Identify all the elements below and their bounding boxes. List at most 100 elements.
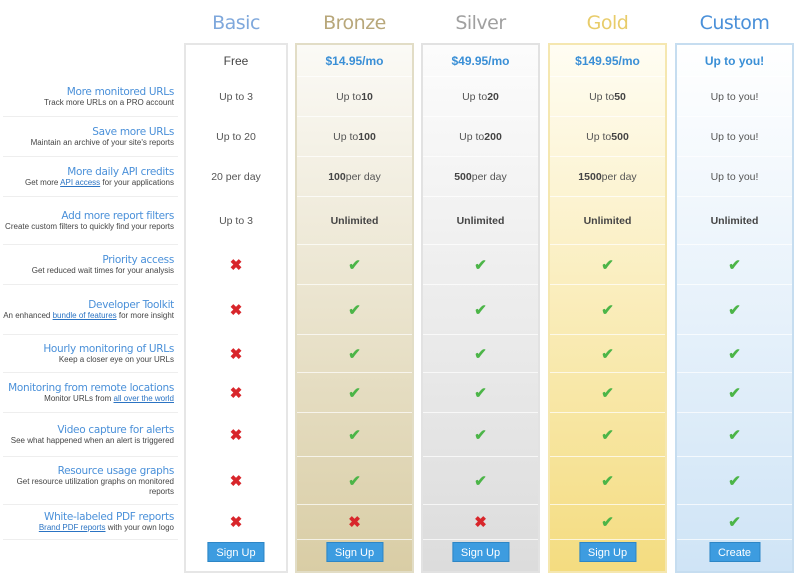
feature-description: Create custom filters to quickly find yo… [3,222,174,232]
create-button-custom[interactable]: Create [708,542,761,562]
sign-up-button-gold[interactable]: Sign Up [578,542,637,562]
feature-cell: ✔ [677,457,792,505]
description-text: Keep a closer eye on your URLs [58,354,174,364]
description-text: with your own logo [105,523,174,532]
value-highlight: Unlimited [583,214,632,227]
feature-cell: Up to 200 [423,117,538,157]
feature-cell: ✔ [297,413,412,457]
description-text: Get resource utilization graphs on monit… [16,476,174,496]
plan-price: $49.95/mo [423,45,538,77]
check-icon: ✔ [348,426,361,444]
feature-description: Get reduced wait times for your analysis [3,266,174,276]
value-text: Up to you! [710,130,759,143]
feature-cell: ✔ [423,335,538,373]
check-icon: ✔ [601,514,614,531]
check-icon: ✔ [474,301,487,319]
check-icon: ✔ [601,472,614,490]
feature-cell: ✔ [297,373,412,413]
value-text: Up to [586,130,612,143]
check-icon: ✔ [474,472,487,490]
feature-cell: Unlimited [423,197,538,245]
feature-link[interactable]: Brand PDF reports [38,523,106,532]
check-icon: ✔ [601,426,614,444]
feature-cell: Up to you! [677,117,792,157]
feature-cell: ✖ [186,413,286,457]
feature-label: Video capture for alerts See what happene… [3,413,178,457]
feature-cell: Up to 3 [186,77,286,117]
sign-up-button-silver[interactable]: Sign Up [451,542,510,562]
plan-price: Free [186,45,286,77]
feature-cell: ✔ [423,285,538,335]
plan-price: $149.95/mo [550,45,665,77]
feature-cell: ✔ [550,373,665,413]
feature-link[interactable]: bundle of features [52,310,117,320]
feature-label: Developer Toolkit An enhanced bundle of f… [3,285,178,335]
value-highlight: 100 [358,130,376,143]
value-highlight: 200 [484,130,502,143]
plan-title-basic: Basic [212,12,260,34]
sign-up-button-basic[interactable]: Sign Up [207,542,265,562]
description-text: Create custom filters to quickly find yo… [5,221,174,231]
feature-title: Priority access [102,253,174,266]
feature-cell: ✔ [297,335,412,373]
check-icon: ✔ [348,256,361,274]
value-highlight: Unlimited [330,214,379,227]
feature-title: Video capture for alerts [57,423,174,436]
feature-cell: ✔ [423,245,538,285]
value-text: per day [471,170,507,183]
cross-icon: ✖ [229,514,243,531]
feature-title: Resource usage graphs [57,464,175,477]
feature-title: Hourly monitoring of URLs [43,342,174,355]
feature-title: Monitoring from remote locations [8,381,174,394]
check-icon: ✔ [728,384,741,402]
cross-icon: ✖ [229,256,243,274]
value-text: Up to you! [710,90,759,103]
feature-title: White-labeled PDF reports [43,511,174,523]
check-icon: ✔ [348,301,361,319]
feature-cell: ✔ [677,373,792,413]
plan-title-bronze: Bronze [323,12,386,34]
plan-column-gold: $149.95/mo Up to 50 Up to 500 1500 per day U… [548,43,667,573]
feature-cell: ✔ [550,505,665,540]
feature-link[interactable]: API access [60,177,101,187]
plan-title-silver: Silver [455,12,506,34]
sign-up-button-bronze[interactable]: Sign Up [325,542,384,562]
value-highlight: Unlimited [710,214,759,227]
feature-cell: ✔ [423,413,538,457]
check-icon: ✔ [474,345,487,363]
value-highlight: Unlimited [456,214,505,227]
cross-icon: ✖ [229,301,243,319]
feature-cell: Up to 10 [297,77,412,117]
feature-cell: ✔ [297,457,412,505]
feature-label: White-labeled PDF reports Brand PDF repor… [3,505,178,540]
value-highlight: 100 [328,170,346,183]
feature-cell: ✔ [677,285,792,335]
plan-column-bronze: $14.95/mo Up to 10 Up to 100 100 per day Unl… [295,43,414,573]
feature-title: Add more report filters [61,209,174,222]
feature-cell: 1500 per day [550,157,665,197]
feature-cell: ✔ [677,245,792,285]
plan-title-gold: Gold [586,12,629,34]
description-text: Maintain an archive of your site's repor… [30,137,174,147]
feature-cell: ✖ [186,505,286,540]
check-icon: ✔ [728,472,741,490]
description-text: An enhanced [3,310,53,320]
feature-cell: 100 per day [297,157,412,197]
value-highlight: 20 [487,90,499,103]
feature-cell: ✖ [423,505,538,540]
feature-cell: Unlimited [297,197,412,245]
check-icon: ✔ [601,256,614,274]
cross-icon: ✖ [229,472,243,490]
check-icon: ✔ [728,345,741,363]
feature-cell: Up to 20 [186,117,286,157]
value-text: per day [345,170,381,183]
check-icon: ✔ [601,384,614,402]
feature-cell: 500 per day [423,157,538,197]
description-text: Get reduced wait times for your analysis [31,265,174,275]
feature-link[interactable]: all over the world [113,393,174,403]
value-text: Up to [589,90,615,103]
cross-icon: ✖ [229,345,243,363]
check-icon: ✔ [348,384,361,402]
check-icon: ✔ [601,345,614,363]
plan-column-custom: Up to you! Up to you! Up to you! Up to you!… [675,43,794,573]
